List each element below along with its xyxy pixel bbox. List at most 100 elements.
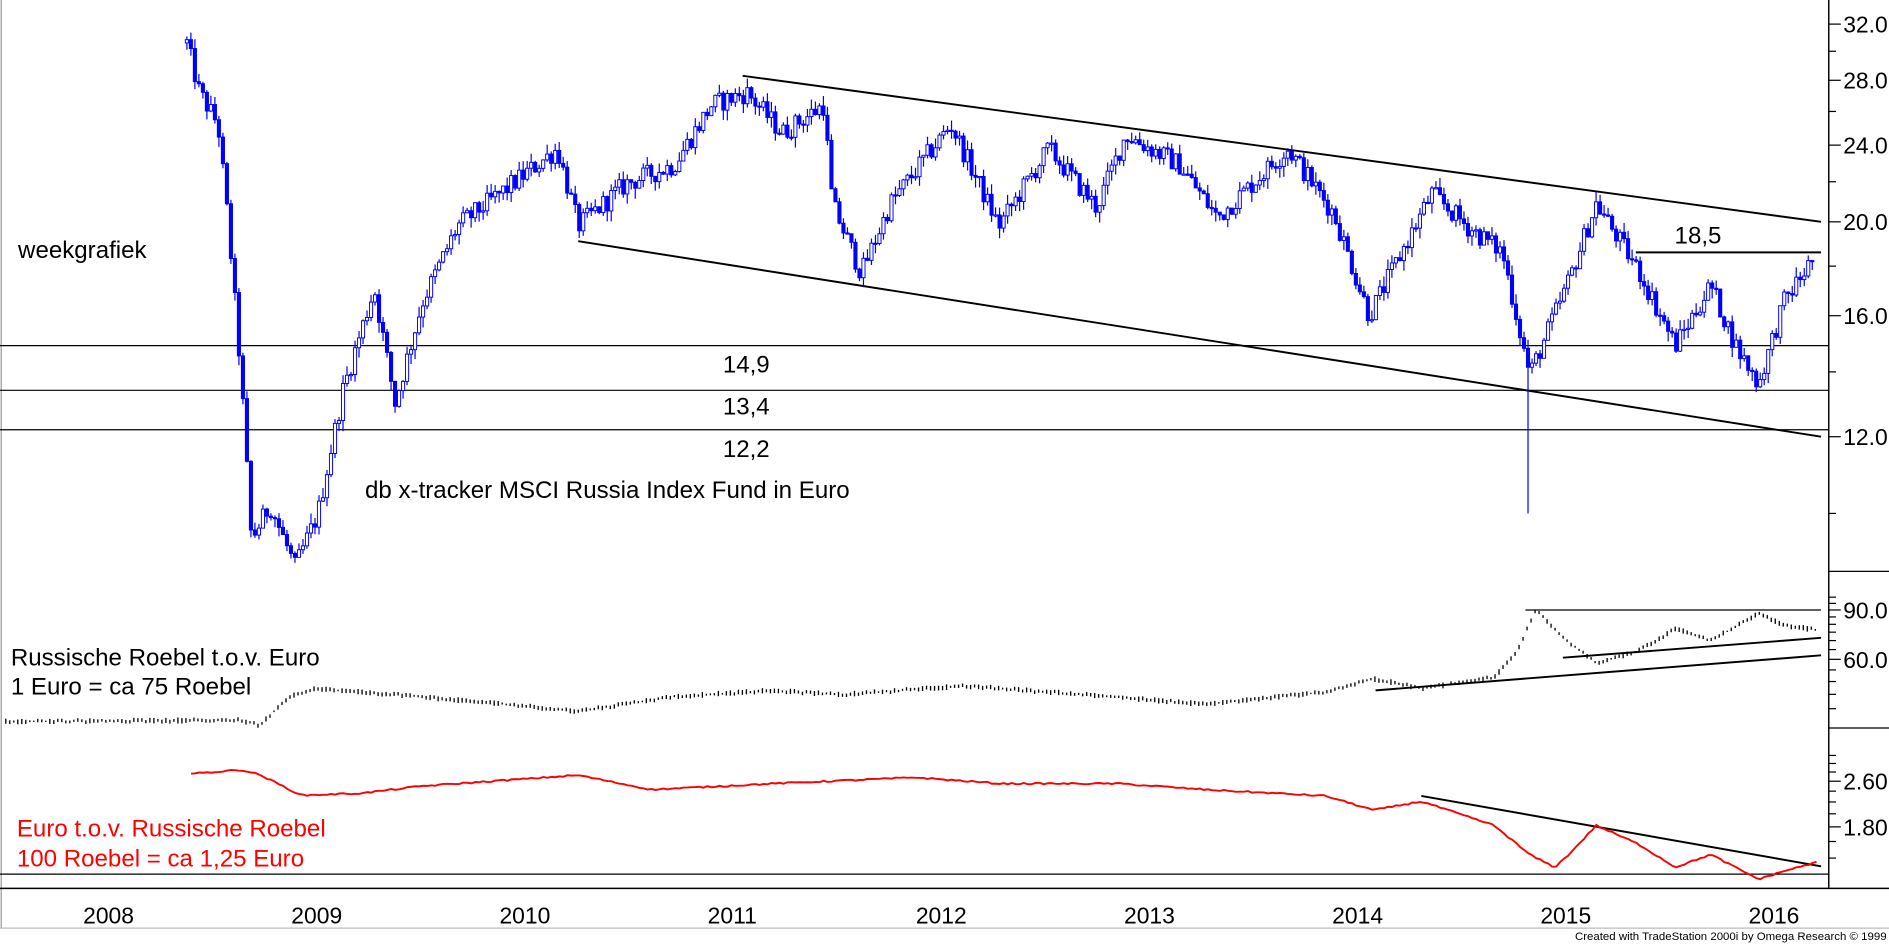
candle bbox=[320, 488, 326, 503]
candle-body bbox=[441, 251, 446, 263]
candle bbox=[993, 207, 998, 218]
candle-body bbox=[1509, 274, 1515, 305]
candle-body bbox=[901, 179, 906, 190]
candle bbox=[340, 375, 346, 432]
candle-body bbox=[641, 167, 646, 182]
candle-body bbox=[1598, 201, 1603, 215]
candle-body bbox=[1654, 291, 1659, 316]
candle-body bbox=[1233, 208, 1238, 215]
candle-body bbox=[1205, 193, 1210, 208]
candle bbox=[757, 101, 762, 116]
candle-body bbox=[1029, 173, 1034, 177]
candle bbox=[1385, 259, 1390, 299]
candle bbox=[481, 200, 486, 220]
candle-body bbox=[316, 500, 322, 528]
candle-body bbox=[228, 203, 233, 260]
candle-body bbox=[777, 132, 782, 135]
candle bbox=[577, 202, 582, 238]
candle bbox=[1750, 367, 1755, 382]
candle bbox=[561, 156, 566, 171]
candle-body bbox=[525, 167, 530, 180]
candle bbox=[429, 273, 434, 303]
candle bbox=[1089, 190, 1094, 210]
candle bbox=[953, 129, 958, 146]
candle-body bbox=[849, 233, 854, 243]
candle-body bbox=[537, 167, 542, 173]
candle bbox=[1041, 147, 1046, 174]
candle-body bbox=[1157, 148, 1162, 159]
candle-body bbox=[997, 214, 1002, 229]
candle-body bbox=[497, 190, 502, 194]
candle-body bbox=[1545, 321, 1551, 341]
candle bbox=[553, 143, 558, 170]
candle-body bbox=[1726, 321, 1731, 328]
candle bbox=[1121, 139, 1126, 167]
candle-body bbox=[1702, 299, 1707, 313]
candle-body bbox=[745, 87, 750, 105]
candle bbox=[184, 36, 189, 50]
candle-body bbox=[1630, 258, 1635, 261]
candle bbox=[240, 352, 245, 405]
candle bbox=[1622, 222, 1627, 244]
candle-body bbox=[1553, 302, 1559, 315]
candle bbox=[312, 517, 318, 535]
candle-body bbox=[617, 179, 622, 188]
candle bbox=[701, 111, 706, 134]
candle-body bbox=[993, 214, 998, 217]
candle bbox=[433, 264, 438, 285]
candle-body bbox=[921, 154, 926, 158]
candle bbox=[1557, 291, 1563, 310]
candle bbox=[437, 259, 442, 272]
candle bbox=[1529, 358, 1535, 374]
candle-body bbox=[545, 153, 550, 161]
candle bbox=[1782, 289, 1787, 311]
candle-body bbox=[1786, 291, 1791, 295]
candle-body bbox=[1606, 214, 1611, 217]
candle bbox=[569, 188, 574, 195]
candle bbox=[1465, 216, 1471, 244]
candle bbox=[829, 134, 834, 190]
candle-body bbox=[681, 149, 686, 162]
candle-body bbox=[264, 508, 270, 517]
candle bbox=[961, 132, 966, 168]
candle bbox=[1726, 320, 1731, 334]
candle-body bbox=[1794, 276, 1799, 296]
candle-body bbox=[1389, 262, 1394, 271]
candle bbox=[1273, 162, 1278, 174]
candle bbox=[352, 340, 358, 382]
candle bbox=[921, 154, 926, 167]
candle-body bbox=[1473, 229, 1479, 232]
candle bbox=[513, 174, 518, 191]
candle bbox=[1353, 267, 1358, 290]
candle-body bbox=[1493, 235, 1499, 254]
candle-body bbox=[421, 305, 426, 318]
candle-body bbox=[1477, 229, 1483, 246]
candle-body bbox=[489, 192, 494, 198]
candle bbox=[789, 129, 794, 141]
candle bbox=[1301, 152, 1306, 184]
candle bbox=[1650, 282, 1655, 306]
candle-body bbox=[513, 175, 518, 189]
candle bbox=[1429, 185, 1434, 214]
candle bbox=[1718, 288, 1723, 318]
candle bbox=[509, 170, 514, 202]
candle-body bbox=[256, 527, 261, 536]
candle-body bbox=[697, 126, 702, 131]
candle bbox=[224, 161, 229, 206]
candle-body bbox=[1533, 353, 1539, 364]
candle bbox=[1417, 207, 1422, 239]
candle-body bbox=[1489, 235, 1495, 240]
candle-body bbox=[569, 192, 574, 195]
candle-body bbox=[1730, 321, 1735, 348]
candle-body bbox=[425, 296, 430, 307]
candle-body bbox=[609, 190, 614, 212]
candle-body bbox=[1614, 228, 1619, 242]
candle-body bbox=[1005, 203, 1010, 217]
candle-body bbox=[1690, 312, 1695, 329]
candle-body bbox=[1674, 332, 1679, 352]
candle-body bbox=[1185, 173, 1190, 176]
chart-title: db x-tracker MSCI Russia Index Fund in E… bbox=[365, 477, 850, 504]
candle-body bbox=[401, 380, 406, 392]
candle bbox=[401, 380, 406, 399]
candle bbox=[937, 132, 942, 151]
